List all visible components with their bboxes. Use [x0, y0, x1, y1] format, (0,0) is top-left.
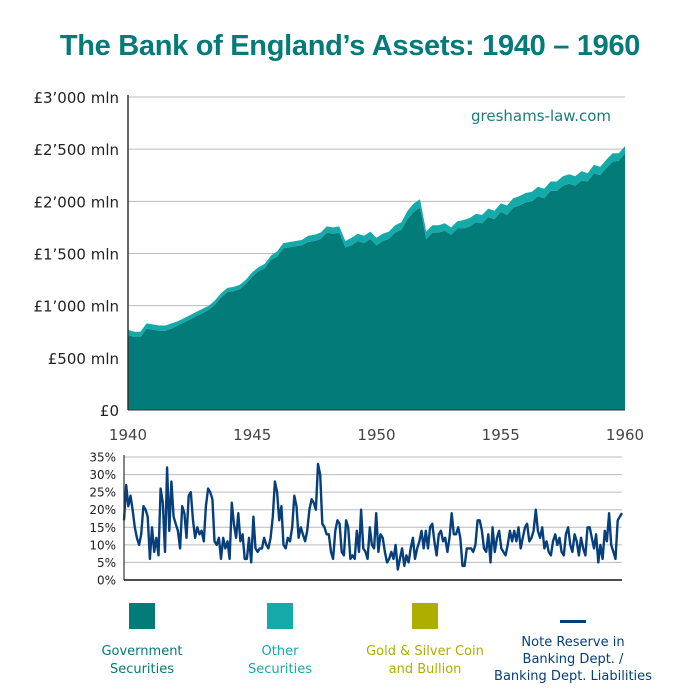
watermark-text: greshams-law.com [471, 107, 611, 125]
lower-chart-line [122, 462, 624, 571]
legend-other-securities: Other Securities [220, 603, 340, 679]
x-tick-label: 1955 [482, 426, 520, 444]
upper-chart-axes [127, 95, 625, 411]
upper-chart-area [128, 146, 625, 411]
y-tick-label: 15% [89, 521, 116, 535]
y-tick-label: £2’500 mln [33, 141, 119, 159]
y-tick-label: 35% [89, 451, 116, 465]
legend-label-other-securities: Other Securities [247, 644, 313, 677]
y-tick-label: £1’500 mln [33, 246, 119, 264]
lower-chart-gridlines: 0% 5% 10% 15% 20% 25% 30% 35% [89, 451, 622, 588]
y-tick-label: 5% [97, 556, 116, 570]
y-tick-label: 20% [89, 503, 116, 517]
y-tick-label: 30% [89, 468, 116, 482]
legend-note-reserve: Note Reserve in Banking Dept. / Banking De… [478, 608, 668, 685]
y-tick-label: £1’000 mln [33, 298, 119, 316]
legend-swatch-government-securities [129, 603, 155, 629]
legend-label-note-reserve: Note Reserve in Banking Dept. / Banking De… [494, 635, 652, 684]
lower-chart-axes [123, 455, 622, 581]
legend-line-note-reserve [560, 620, 586, 623]
x-tick-label: 1940 [109, 426, 147, 444]
area-other-securities [128, 146, 625, 337]
y-tick-label: 0% [97, 574, 116, 588]
legend-label-gold-silver: Gold & Silver Coin and Bullion [366, 644, 484, 677]
y-tick-label: £0 [100, 402, 119, 420]
legend-label-government-securities: Government Securities [101, 644, 183, 677]
area-government-securities [128, 153, 625, 411]
y-tick-label: 25% [89, 486, 116, 500]
y-tick-label: £500 mln [48, 350, 119, 368]
legend-gold-silver: Gold & Silver Coin and Bullion [350, 603, 500, 679]
y-tick-label: £2’000 mln [33, 193, 119, 211]
note-reserve-line [122, 462, 624, 571]
x-tick-label: 1950 [357, 426, 395, 444]
y-tick-label: 10% [89, 538, 116, 552]
legend-swatch-other-securities [267, 603, 293, 629]
legend-swatch-gold-silver [412, 603, 438, 629]
x-tick-label: 1945 [233, 426, 271, 444]
legend-government-securities: Government Securities [82, 603, 202, 679]
chart-title: The Bank of England’s Assets: 1940 – 196… [59, 30, 641, 62]
x-tick-label: 1960 [606, 426, 644, 444]
y-tick-label: £3’000 mln [33, 89, 119, 107]
